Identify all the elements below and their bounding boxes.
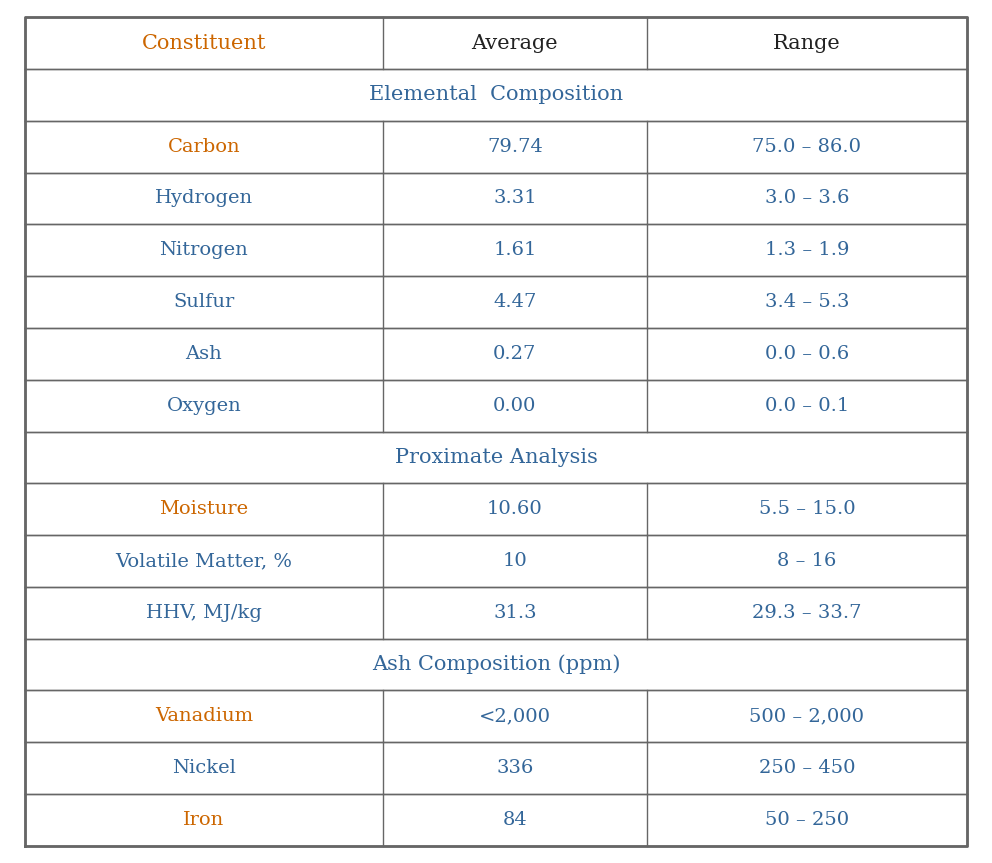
- Text: Carbon: Carbon: [168, 138, 240, 155]
- Text: Proximate Analysis: Proximate Analysis: [395, 448, 597, 467]
- Text: Constituent: Constituent: [142, 34, 266, 53]
- Text: HHV, MJ/kg: HHV, MJ/kg: [146, 604, 262, 621]
- Text: Sulfur: Sulfur: [174, 293, 234, 311]
- Text: 3.31: 3.31: [493, 190, 537, 207]
- Text: 0.00: 0.00: [493, 397, 537, 414]
- Text: 250 – 450: 250 – 450: [759, 759, 855, 777]
- Text: <2,000: <2,000: [479, 708, 551, 725]
- Text: Ash Composition (ppm): Ash Composition (ppm): [372, 655, 620, 674]
- Text: 84: 84: [503, 811, 527, 828]
- Text: Ash: Ash: [186, 345, 222, 362]
- Text: 1.61: 1.61: [493, 242, 537, 259]
- Text: Moisture: Moisture: [160, 501, 248, 518]
- Text: 10: 10: [503, 552, 527, 570]
- Text: Nitrogen: Nitrogen: [160, 242, 248, 259]
- Text: 500 – 2,000: 500 – 2,000: [750, 708, 864, 725]
- Text: 3.0 – 3.6: 3.0 – 3.6: [765, 190, 849, 207]
- Text: Iron: Iron: [184, 811, 224, 828]
- Text: Vanadium: Vanadium: [155, 708, 253, 725]
- Text: 75.0 – 86.0: 75.0 – 86.0: [753, 138, 861, 155]
- Text: 0.27: 0.27: [493, 345, 537, 362]
- Text: 10.60: 10.60: [487, 501, 543, 518]
- Text: 4.47: 4.47: [493, 293, 537, 311]
- Text: 1.3 – 1.9: 1.3 – 1.9: [765, 242, 849, 259]
- Text: 336: 336: [496, 759, 534, 777]
- Text: Oxygen: Oxygen: [167, 397, 241, 414]
- Text: Hydrogen: Hydrogen: [155, 190, 253, 207]
- Text: 5.5 – 15.0: 5.5 – 15.0: [759, 501, 855, 518]
- Text: 3.4 – 5.3: 3.4 – 5.3: [765, 293, 849, 311]
- Text: Nickel: Nickel: [172, 759, 236, 777]
- Text: Range: Range: [773, 34, 841, 53]
- Text: Average: Average: [471, 34, 558, 53]
- Text: Volatile Matter, %: Volatile Matter, %: [115, 552, 293, 570]
- Text: Elemental  Composition: Elemental Composition: [369, 85, 623, 104]
- Text: 0.0 – 0.1: 0.0 – 0.1: [765, 397, 849, 414]
- Text: 0.0 – 0.6: 0.0 – 0.6: [765, 345, 849, 362]
- Text: 31.3: 31.3: [493, 604, 537, 621]
- Text: 29.3 – 33.7: 29.3 – 33.7: [752, 604, 862, 621]
- Text: 50 – 250: 50 – 250: [765, 811, 849, 828]
- Text: 79.74: 79.74: [487, 138, 543, 155]
- Text: 8 – 16: 8 – 16: [778, 552, 836, 570]
